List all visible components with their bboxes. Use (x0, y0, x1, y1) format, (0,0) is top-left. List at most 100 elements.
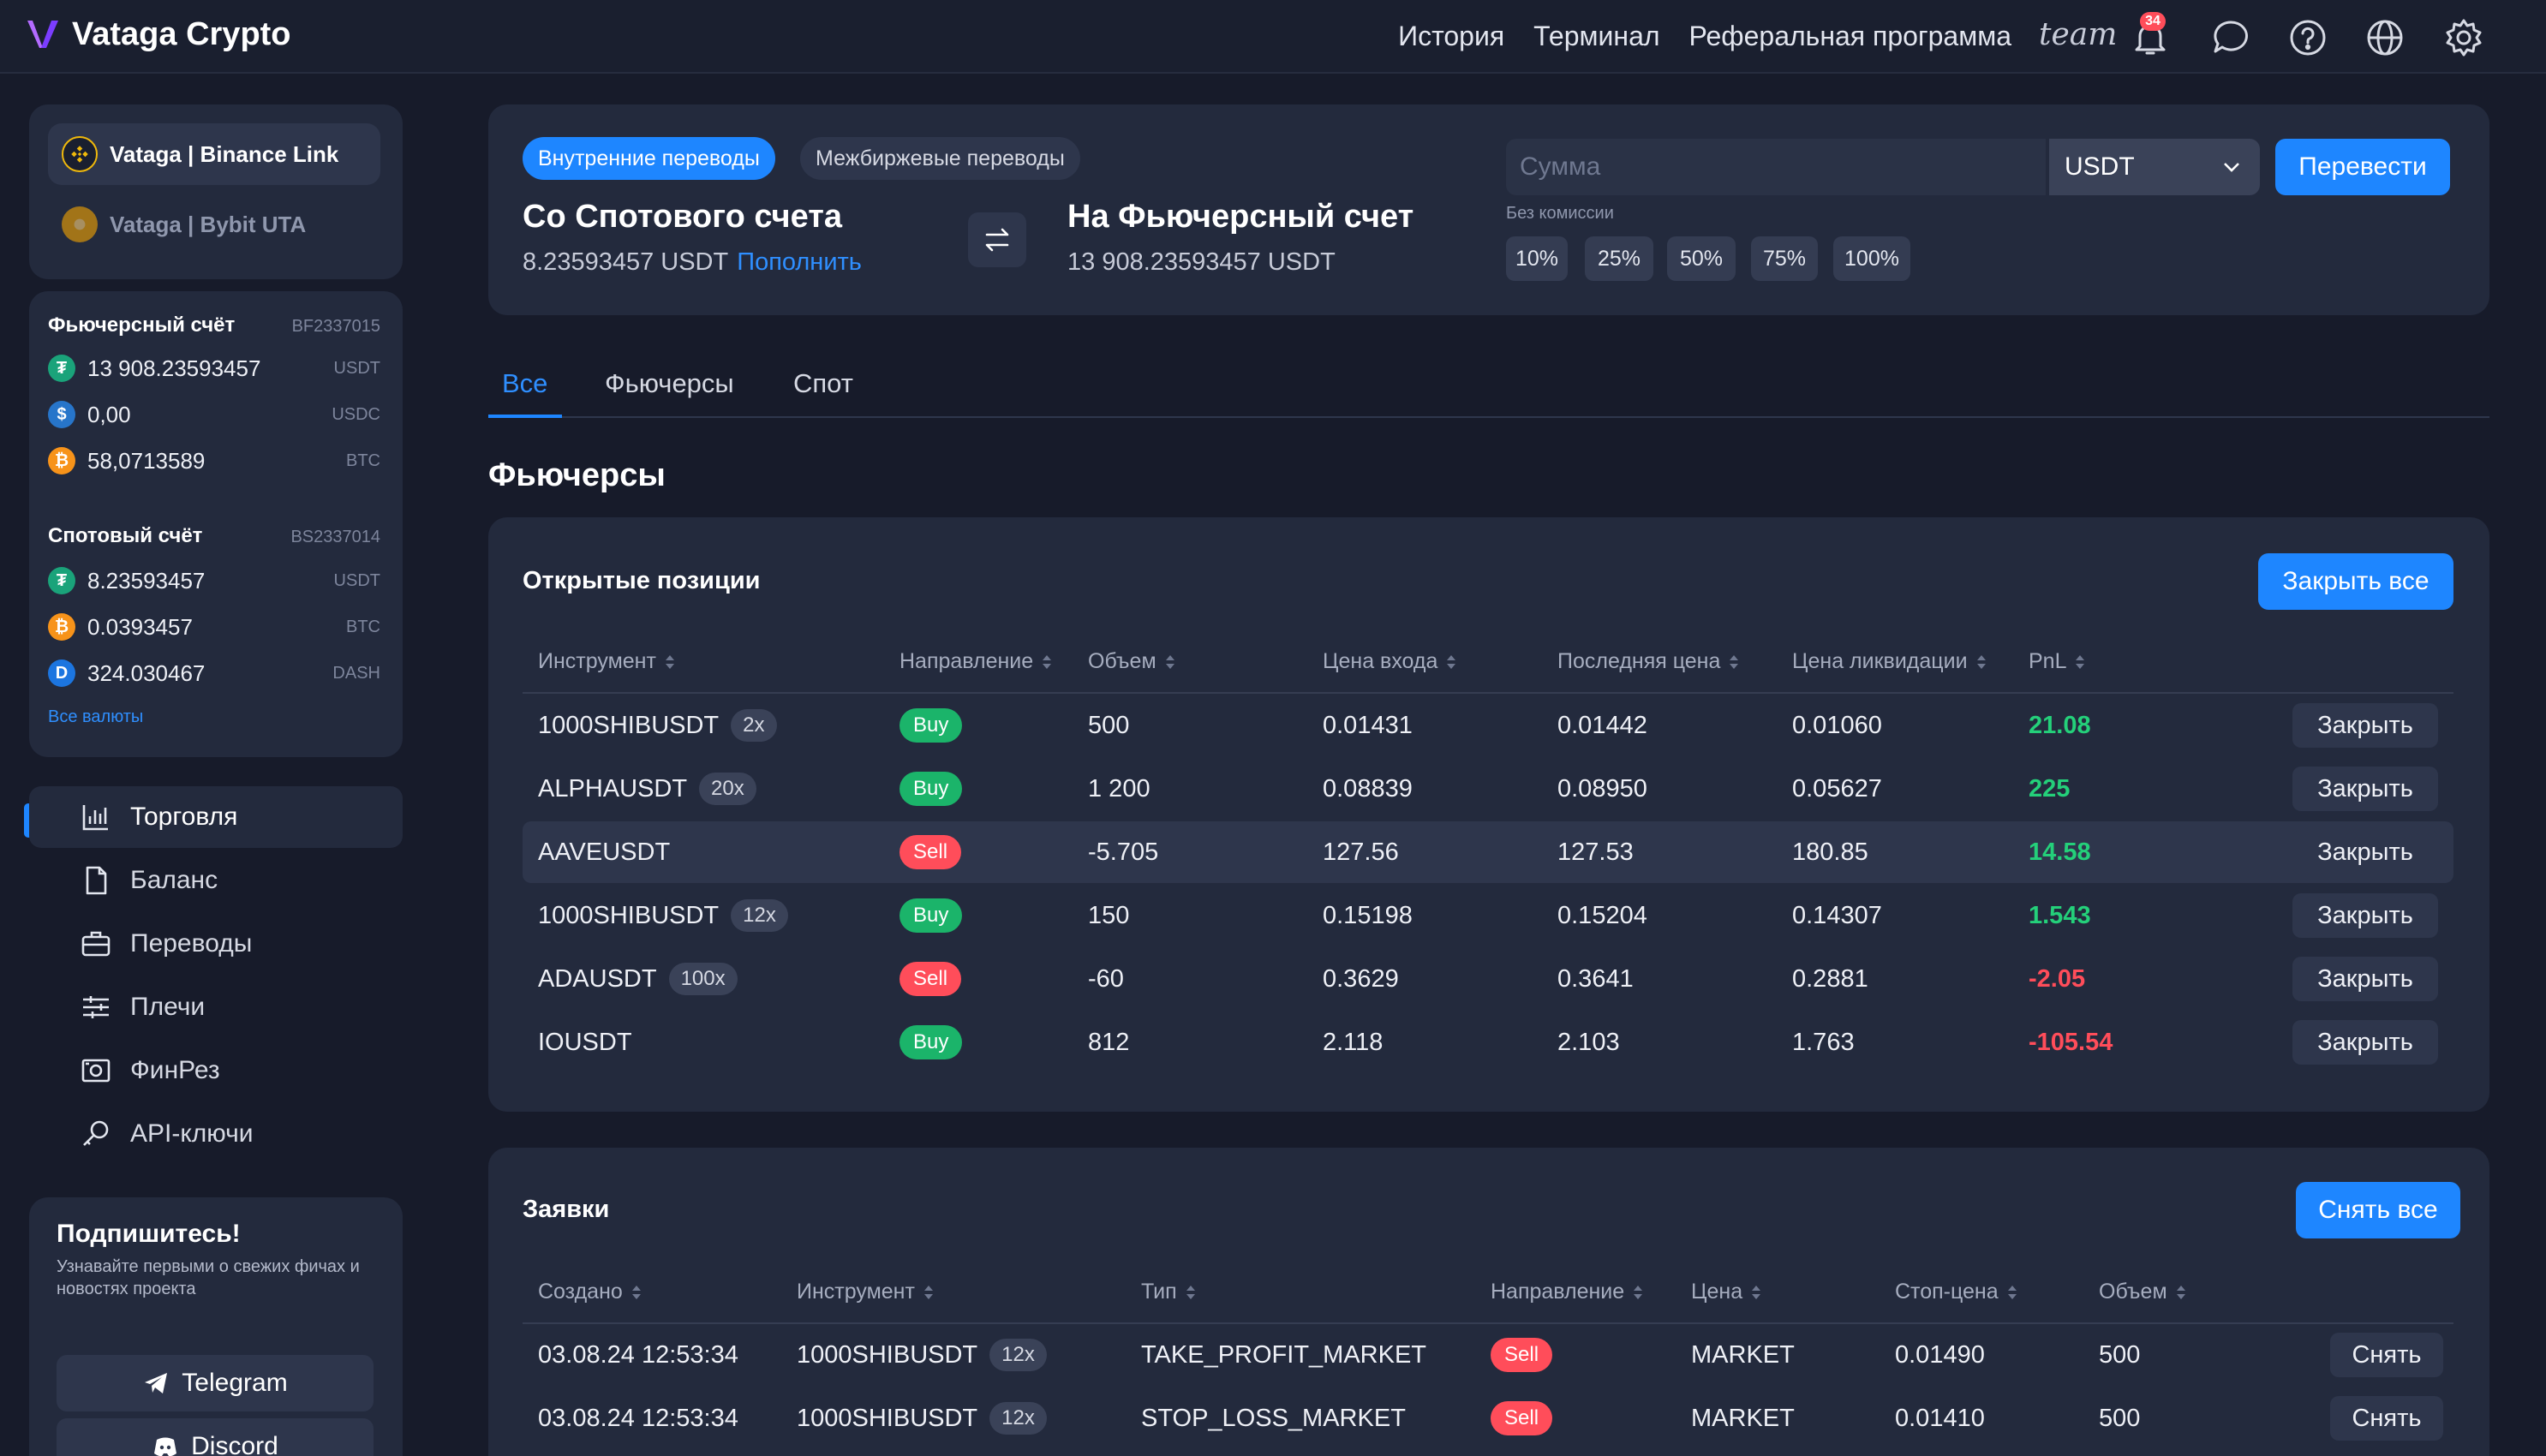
pnl-cell: 1.543 (2029, 901, 2091, 929)
topup-link[interactable]: Пополнить (737, 248, 862, 276)
col-header-pnl[interactable]: PnL (2029, 649, 2085, 674)
percent-25-button[interactable]: 25% (1585, 236, 1653, 281)
col-header-instrument[interactable]: Инструмент (538, 649, 675, 674)
balance-value: 58,0713589 (87, 447, 206, 474)
table-header-divider (523, 692, 2453, 694)
dash-icon: D (48, 659, 75, 687)
col-header-volume[interactable]: Объем (1088, 649, 1175, 674)
instrument-cell: AAVEUSDT (538, 821, 670, 883)
direction-cell: Sell (1491, 1387, 1553, 1449)
exchange-binance[interactable]: Vataga | Binance Link (48, 123, 380, 185)
col-header-direction[interactable]: Направление (1491, 1280, 1643, 1304)
close-position-button[interactable]: Закрыть (2292, 893, 2438, 938)
sidebar-item-finrez[interactable]: ФинРез (29, 1040, 403, 1101)
symbol: IOUSDT (538, 1028, 632, 1056)
col-header-created[interactable]: Создано (538, 1280, 642, 1304)
percent-50-button[interactable]: 50% (1667, 236, 1736, 281)
tabs-divider (488, 416, 2489, 418)
last-price-cell: 0.15204 (1557, 901, 1647, 929)
col-label: Цена ликвидации (1792, 649, 1968, 673)
swap-accounts-button[interactable] (968, 212, 1026, 267)
exchange-bybit[interactable]: Vataga | Bybit UTA (48, 194, 380, 255)
col-header-stop-price[interactable]: Стоп-цена (1895, 1280, 2017, 1304)
percent-75-button[interactable]: 75% (1751, 236, 1818, 281)
close-position-button[interactable]: Закрыть (2292, 830, 2438, 874)
sort-icon (2076, 654, 2085, 669)
nav-history[interactable]: История (1398, 21, 1505, 51)
sort-icon (1730, 654, 1739, 669)
close-position-button[interactable]: Закрыть (2292, 767, 2438, 811)
volume-cell: 500 (2099, 1404, 2141, 1432)
sidebar-item-balance[interactable]: Баланс (29, 850, 403, 911)
sidebar-item-trading[interactable]: Торговля (29, 786, 403, 848)
table-header-divider (523, 1322, 2453, 1324)
close-position-button[interactable]: Закрыть (2292, 1020, 2438, 1065)
logo[interactable]: Vataga Crypto (24, 15, 291, 53)
close-position-button[interactable]: Закрыть (2292, 703, 2438, 748)
col-label: Цена входа (1323, 649, 1438, 673)
col-header-price[interactable]: Цена (1691, 1280, 1761, 1304)
liquidation-price-cell: 180.85 (1792, 838, 1868, 866)
close-position-button[interactable]: Закрыть (2292, 957, 2438, 1001)
bitcoin-icon: ₿ (48, 613, 75, 641)
nav-terminal[interactable]: Терминал (1533, 21, 1660, 51)
col-label: Стоп-цена (1895, 1280, 1999, 1304)
percent-100-button[interactable]: 100% (1833, 236, 1910, 281)
amount-input[interactable] (1506, 139, 2046, 195)
sidebar-item-api-keys[interactable]: API-ключи (29, 1103, 403, 1165)
direction-cell: Sell (899, 948, 962, 1010)
tab-futures[interactable]: Фьючерсы (605, 368, 734, 398)
top-bar: Vataga Crypto История Терминал Реферальн… (0, 0, 2546, 74)
team-logo[interactable]: team (2039, 17, 2118, 52)
balance-currency: USDC (332, 404, 380, 424)
col-header-entry-price[interactable]: Цена входа (1323, 649, 1456, 674)
telegram-button[interactable]: Telegram (57, 1355, 374, 1411)
col-header-instrument[interactable]: Инструмент (797, 1280, 934, 1304)
all-currencies-link[interactable]: Все валюты (48, 707, 144, 726)
col-header-last-price[interactable]: Последняя цена (1557, 649, 1739, 674)
cancel-order-button[interactable]: Снять (2330, 1333, 2443, 1377)
liquidation-price-cell: 0.01060 (1792, 711, 1882, 739)
col-header-liquidation-price[interactable]: Цена ликвидации (1792, 649, 1987, 674)
discord-button[interactable]: Discord (57, 1418, 374, 1456)
orders-title: Заявки (523, 1196, 610, 1223)
side-badge: Sell (1491, 1401, 1553, 1435)
sort-icon (1043, 654, 1052, 669)
side-badge: Sell (899, 835, 962, 869)
percent-10-button[interactable]: 10% (1506, 236, 1568, 281)
cancel-all-button[interactable]: Снять все (2296, 1182, 2460, 1238)
tab-spot[interactable]: Спот (793, 368, 853, 398)
futures-account-id: BF2337015 (291, 317, 380, 336)
leverage-badge: 20x (699, 773, 756, 805)
sliders-icon (83, 996, 109, 1018)
currency-select[interactable]: USDT (2049, 139, 2260, 195)
close-all-button[interactable]: Закрыть все (2258, 553, 2453, 610)
table-row: ALPHAUSDT 20x Buy 1 200 0.08839 0.08950 0… (523, 758, 2453, 820)
tab-exchange-transfers[interactable]: Межбиржевые переводы (800, 137, 1080, 180)
col-header-volume[interactable]: Объем (2099, 1280, 2186, 1304)
col-header-direction[interactable]: Направление (899, 649, 1052, 674)
transfer-submit-button[interactable]: Перевести (2275, 139, 2450, 195)
cancel-order-button[interactable]: Снять (2330, 1396, 2443, 1441)
entry-price-cell: 2.118 (1323, 1028, 1384, 1056)
sidebar-item-transfers[interactable]: Переводы (29, 913, 403, 975)
tab-all[interactable]: Все (502, 368, 548, 398)
gear-icon[interactable] (2443, 17, 2484, 58)
pnl-cell: -2.05 (2029, 964, 2086, 993)
to-account-title: На Фьючерсный счет (1067, 199, 1414, 235)
col-label: Объем (1088, 649, 1156, 673)
balance-row: $ 0,00 USDC (48, 397, 380, 432)
col-header-type[interactable]: Тип (1141, 1280, 1196, 1304)
nav-referral[interactable]: Реферальная программа (1688, 21, 2011, 51)
sidebar-item-leverage[interactable]: Плечи (29, 976, 403, 1038)
sort-icon (665, 654, 674, 669)
notifications-badge: 34 (2140, 12, 2166, 31)
globe-icon[interactable] (2364, 17, 2406, 58)
side-badge: Sell (899, 962, 962, 996)
tab-internal-transfers[interactable]: Внутренние переводы (523, 137, 775, 180)
subscribe-card (29, 1197, 403, 1456)
balance-row: ₮ 13 908.23593457 USDT (48, 351, 380, 385)
help-icon[interactable] (2287, 17, 2328, 58)
chat-icon[interactable] (2210, 17, 2251, 58)
side-badge: Buy (899, 708, 963, 743)
